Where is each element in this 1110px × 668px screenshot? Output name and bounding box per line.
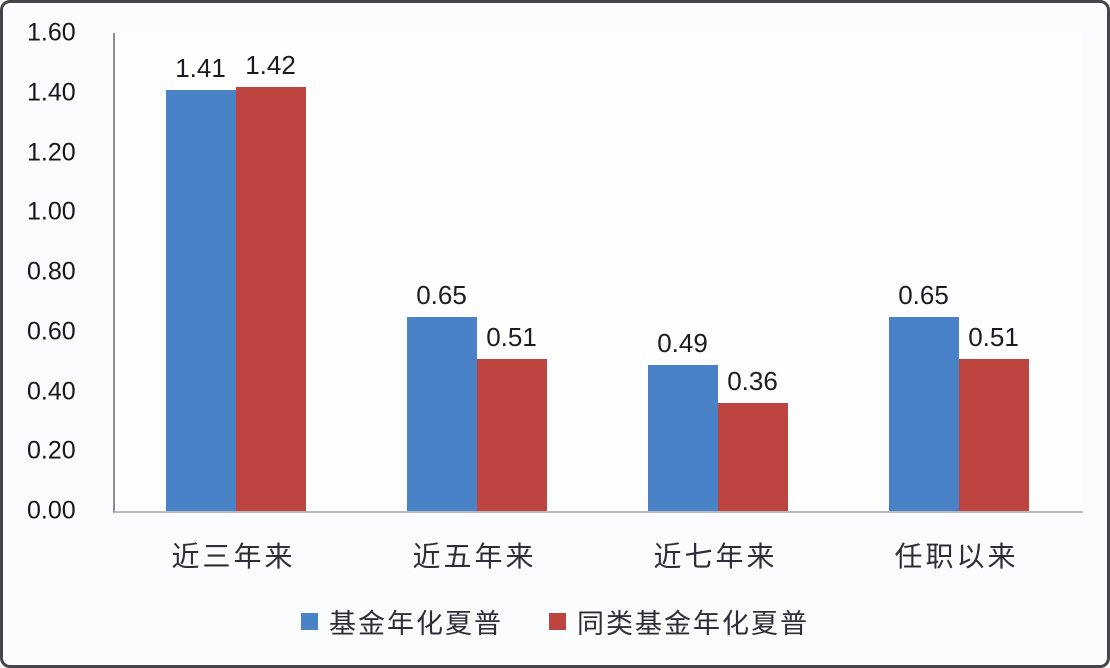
legend: 基金年化夏普 同类基金年化夏普 (3, 601, 1107, 641)
bar-value-label: 0.49 (657, 328, 708, 358)
bar-series-2 (476, 359, 547, 511)
bar-series-1 (406, 317, 477, 511)
bar-value-label: 1.41 (175, 53, 226, 83)
bar-value-label: 0.36 (727, 366, 778, 396)
x-category-label: 近五年来 (412, 540, 537, 573)
x-category-label: 近三年来 (171, 540, 296, 573)
bar-value-label: 1.42 (245, 50, 296, 80)
bar-value-label: 0.51 (968, 322, 1019, 352)
x-category-label: 任职以来 (894, 540, 1019, 573)
bar-series-2 (235, 87, 306, 511)
legend-item: 基金年化夏普 (301, 602, 503, 641)
legend-marker-series-2 (549, 612, 566, 630)
y-tick-label: 0.00 (27, 496, 76, 525)
bar-series-1 (888, 317, 959, 511)
y-tick-label: 1.40 (27, 78, 76, 107)
legend-label: 基金年化夏普 (329, 608, 503, 640)
y-tick-label: 0.60 (27, 317, 76, 346)
y-tick-label: 0.20 (27, 436, 76, 465)
bar-value-label: 0.65 (898, 280, 949, 310)
legend-marker-series-1 (301, 612, 318, 630)
y-tick-label: 1.00 (27, 197, 76, 226)
y-tick-label: 1.20 (27, 138, 76, 166)
legend-label: 同类基金年化夏普 (577, 608, 809, 640)
x-category-label: 近七年来 (653, 540, 778, 573)
y-tick-label: 1.60 (27, 18, 76, 47)
bar-value-label: 0.65 (416, 280, 467, 310)
bar-series-1 (647, 365, 718, 511)
bar-value-label: 0.51 (486, 322, 537, 352)
bar-series-1 (165, 90, 236, 511)
y-tick-label: 0.40 (27, 377, 76, 405)
bar-series-2 (958, 359, 1029, 511)
y-tick-label: 0.80 (27, 257, 76, 286)
plot-area: 1.41 1.42 0.65 0.51 0.49 0.36 0.65 0.51 (113, 33, 1083, 513)
legend-item: 同类基金年化夏普 (549, 602, 809, 641)
bar-series-2 (717, 403, 788, 511)
